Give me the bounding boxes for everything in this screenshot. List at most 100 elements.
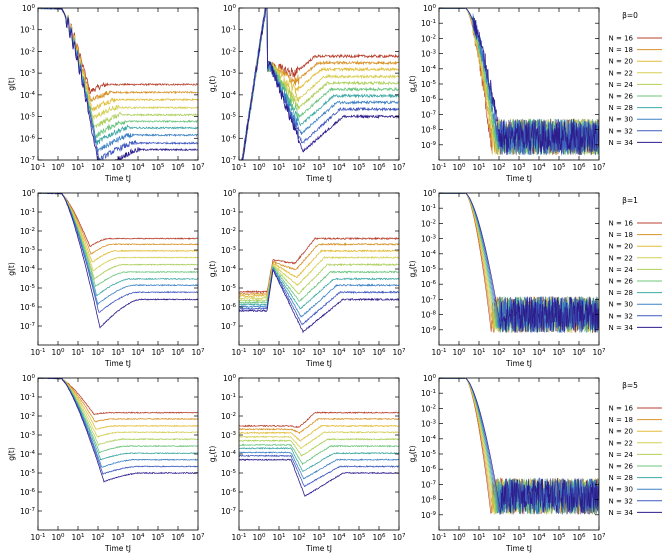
- y-tick-label: 10-1: [221, 208, 236, 217]
- series-line-N20: [239, 424, 399, 442]
- x-tick-label: 10-1: [30, 533, 45, 542]
- x-tick-label: 107: [392, 163, 406, 172]
- y-axis-label: gc(t): [208, 261, 219, 278]
- x-tick-label: 107: [392, 533, 406, 542]
- y-axis-label: gc(t): [208, 446, 219, 463]
- y-tick-label: 10-3: [421, 50, 437, 59]
- x-tick-label: 106: [372, 533, 386, 542]
- x-tick-label: 101: [71, 533, 84, 542]
- series-line-N16: [38, 193, 198, 248]
- x-tick-label: 107: [592, 163, 606, 172]
- y-tick-label: 10-4: [20, 265, 36, 274]
- y-tick-label: 10-9: [421, 326, 437, 335]
- x-tick-label: 102: [91, 533, 104, 542]
- x-tick-label: 102: [91, 348, 104, 357]
- x-tick-label: 100: [252, 533, 266, 542]
- y-axis-label: gd(t): [408, 260, 419, 277]
- x-tick-label: 100: [452, 348, 466, 357]
- y-axis-label: g(t): [7, 447, 16, 461]
- legend-entry-label: N = 16: [609, 35, 634, 43]
- y-axis-label: gc(t): [208, 76, 219, 93]
- series-line-N16: [239, 236, 399, 294]
- x-tick-label: 100: [51, 163, 65, 172]
- series-line-N28: [239, 265, 399, 310]
- y-tick-label: 10-2: [221, 47, 236, 56]
- x-tick-label: 104: [532, 348, 546, 357]
- series-line-N16: [241, 8, 399, 160]
- series-line-N16: [38, 8, 198, 95]
- legend-entry-label: N = 18: [609, 46, 633, 54]
- curves: [239, 236, 399, 334]
- legend-entry-label: N = 24: [609, 451, 634, 459]
- y-tick-label: 10-5: [421, 265, 437, 274]
- series-line-N18: [38, 378, 198, 423]
- series-line-N32: [241, 8, 399, 160]
- x-tick-label: 10-1: [30, 348, 45, 357]
- series-line-N34: [239, 458, 399, 497]
- series-line-N34: [439, 193, 599, 333]
- series-line-N34: [38, 193, 198, 329]
- panel-r2-c2: 10-1 100 101 102 103 104 105 106 107 100 10-1 10-2 1…: [408, 374, 606, 553]
- x-tick-label: 100: [452, 533, 466, 542]
- y-tick-label: 10-7: [221, 156, 237, 165]
- series-line-N34: [439, 8, 599, 156]
- series-line-N28: [239, 446, 399, 472]
- legend-entry-label: N = 32: [609, 127, 633, 135]
- x-tick-label: 104: [332, 533, 346, 542]
- y-tick-label: 10-9: [421, 141, 437, 150]
- x-tick-label: 101: [272, 348, 285, 357]
- y-tick-label: 10-7: [421, 295, 437, 304]
- y-tick-label: 10-2: [20, 227, 35, 236]
- panel-r2-c1: 10-1 100 101 102 103 104 105 106 107 100 10-1 10-2 1…: [208, 374, 406, 553]
- series-line-N24: [239, 262, 399, 302]
- y-tick-label: 10-4: [221, 450, 237, 459]
- x-tick-label: 101: [71, 348, 84, 357]
- legend-entry-label: N = 20: [609, 58, 633, 66]
- series-line-N18: [239, 417, 399, 435]
- legend-beta-title: β=5: [622, 381, 638, 390]
- y-tick-label: 10-1: [421, 389, 436, 398]
- curves: [38, 193, 198, 329]
- y-tick-label: 10-1: [421, 204, 436, 213]
- x-axis-label: Time tJ: [305, 174, 332, 183]
- series-line-N26: [38, 193, 198, 288]
- legend-entry-label: N = 34: [609, 139, 634, 147]
- x-tick-label: 107: [191, 163, 205, 172]
- panel-r1-c1: 10-1 100 101 102 103 104 105 106 107 100 10-1 10-2 1…: [208, 189, 406, 368]
- y-tick-label: 10-5: [421, 450, 437, 459]
- series-line-N34: [439, 378, 599, 515]
- x-tick-label: 106: [572, 348, 586, 357]
- x-axis-label: Time tJ: [104, 544, 131, 553]
- legend-entry-label: N = 22: [609, 69, 633, 77]
- x-tick-label: 102: [292, 348, 305, 357]
- x-tick-label: 10-1: [431, 348, 446, 357]
- y-tick-label: 10-6: [20, 488, 36, 497]
- y-tick-label: 10-2: [421, 404, 436, 413]
- legend-beta-title: β=1: [622, 196, 638, 205]
- series-line-N30: [38, 193, 198, 306]
- series-line-N32: [239, 454, 399, 488]
- series-line-N26: [38, 378, 198, 454]
- panel-r1-c0: 10-1 100 101 102 103 104 105 106 107 100 10-1 10-2 1…: [7, 189, 205, 368]
- legend-entry-label: N = 34: [609, 324, 634, 332]
- y-tick-label: 10-5: [221, 284, 237, 293]
- legend-1: β=1 N = 16 N = 18 N = 20 N = 22 N = 24 N = 26 N…: [609, 196, 662, 332]
- y-tick-label: 10-3: [221, 246, 237, 255]
- series-line-N22: [239, 430, 399, 450]
- x-tick-label: 107: [592, 348, 606, 357]
- x-tick-label: 105: [352, 348, 366, 357]
- curves: [241, 8, 399, 160]
- y-tick-label: 10-2: [421, 219, 436, 228]
- legend-beta-title: β=0: [622, 11, 638, 20]
- x-tick-label: 10-1: [231, 533, 246, 542]
- legend-2: β=5 N = 16 N = 18 N = 20 N = 22 N = 24 N = 26 N…: [609, 381, 662, 517]
- series-line-N20: [38, 378, 198, 430]
- y-tick-label: 10-3: [20, 431, 36, 440]
- x-tick-label: 105: [552, 533, 566, 542]
- x-tick-label: 100: [252, 163, 266, 172]
- y-tick-label: 10-4: [20, 91, 36, 100]
- legend-entry-label: N = 28: [609, 104, 633, 112]
- series-line-N18: [38, 8, 198, 103]
- curves: [239, 411, 399, 497]
